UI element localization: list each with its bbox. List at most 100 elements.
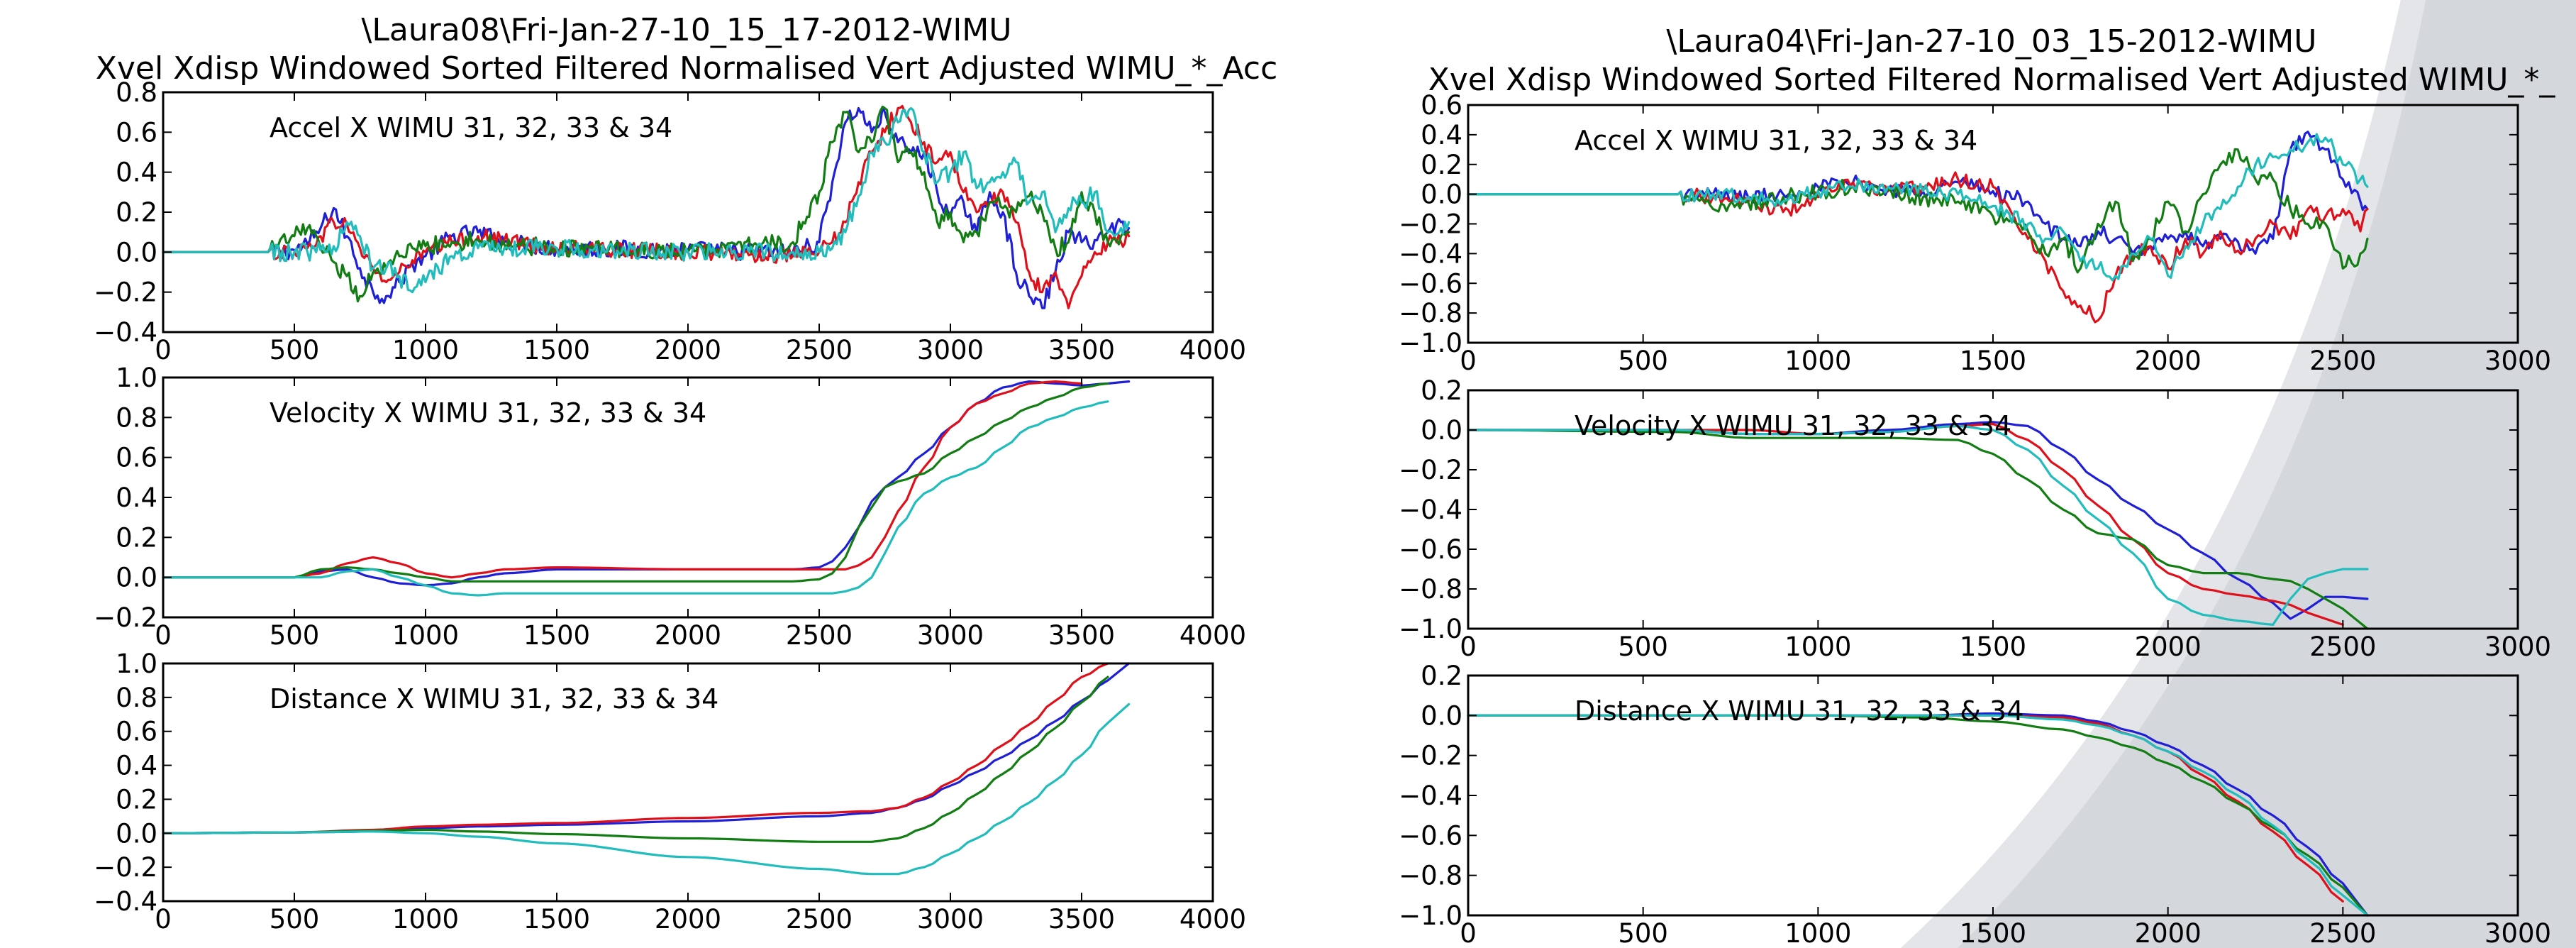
panel-annotation: Velocity X WIMU 31, 32, 33 & 34 [270,397,706,429]
y-tick-label: −1.0 [1399,900,1462,931]
x-tick-label: 2500 [786,620,853,651]
y-tick-label: 0.2 [116,784,157,815]
y-tick-label: 0.4 [116,158,157,188]
x-tick-label: 2500 [786,904,853,935]
x-tick-label: 4000 [1179,335,1246,365]
x-tick-label: 2000 [655,335,721,365]
y-tick-label: 0.2 [116,522,157,553]
x-tick-label: 2500 [786,335,853,365]
y-tick-label: −0.8 [1399,298,1462,329]
y-tick-label: −0.2 [1399,455,1462,485]
x-tick-label: 1000 [1784,346,1851,376]
y-tick-label: 0.2 [1421,150,1462,180]
x-tick-label: 4000 [1179,904,1246,935]
x-tick-label: 1500 [523,335,590,365]
y-tick-label: −0.6 [1399,268,1462,299]
x-tick-label: 3000 [917,904,984,935]
panel-annotation: Distance X WIMU 31, 32, 33 & 34 [270,683,718,715]
series-line-4 [162,400,1109,597]
y-tick-label: 0.2 [116,197,157,228]
y-tick-label: −0.8 [1399,861,1462,891]
x-tick-label: 0 [155,620,172,651]
series-line-4 [1467,424,2369,626]
figure-title-line2: Xvel Xdisp Windowed Sorted Filtered Norm… [96,50,1278,87]
x-tick-label: 500 [270,904,320,935]
x-tick-label: 4000 [1179,620,1246,651]
x-tick-label: 1000 [1784,918,1851,948]
x-tick-label: 3000 [2485,346,2551,376]
x-tick-label: 1500 [1960,346,2026,376]
x-tick-label: 0 [1460,632,1477,662]
figure-left: \Laura08\Fri-Jan-27-10_15_17-2012-WIMU X… [96,12,1278,87]
x-tick-label: 1500 [523,620,590,651]
y-tick-label: 0.6 [116,717,157,747]
x-tick-label: 3000 [917,620,984,651]
x-tick-label: 3000 [2485,918,2551,948]
y-tick-label: −0.2 [1399,741,1462,771]
x-tick-label: 1500 [1960,632,2026,662]
y-tick-label: 0.0 [1421,415,1462,446]
x-tick-label: 2000 [655,620,721,651]
series-line-4 [162,106,1131,294]
figure-title-line2: Xvel Xdisp Windowed Sorted Filtered Norm… [1428,62,2556,98]
series-group [1467,712,2369,917]
y-tick-label: 1.0 [116,363,157,393]
y-tick-label: −0.6 [1399,534,1462,565]
panel-annotation: Distance X WIMU 31, 32, 33 & 34 [1575,695,2023,727]
x-tick-label: 2500 [2309,346,2376,376]
series-line-2 [162,380,1083,579]
y-tick-label: 0.0 [116,818,157,849]
series-group [162,662,1131,876]
series-line-3 [1467,429,2369,630]
y-tick-label: 0.4 [116,483,157,513]
x-tick-label: 1000 [392,904,459,935]
y-tick-label: 0.8 [116,77,157,108]
y-tick-label: −0.4 [1399,495,1462,525]
series-group [162,104,1131,309]
x-tick-label: 500 [1618,632,1668,662]
x-tick-label: 500 [1618,918,1668,948]
background-swoosh-decoration [1901,0,2576,948]
x-tick-label: 0 [1460,346,1477,376]
x-tick-label: 500 [270,620,320,651]
y-tick-label: −0.4 [94,886,157,917]
x-tick-label: 500 [270,335,320,365]
plot-panel: 0 500 1000 1500 2000 2500 3000−1.0−0.8−0.6−0.4… [1399,375,2551,662]
figure-title-line1: \Laura08\Fri-Jan-27-10_15_17-2012-WIMU [362,12,1012,48]
series-line-4 [1467,714,2369,917]
x-tick-label: 1500 [1960,918,2026,948]
series-group [162,380,1131,597]
y-tick-label: 0.8 [116,402,157,433]
y-tick-label: 0.8 [116,683,157,713]
x-tick-label: 2000 [2135,346,2202,376]
x-tick-label: 2000 [2135,918,2202,948]
x-tick-label: 3000 [2485,632,2551,662]
series-line-1 [162,105,1131,309]
y-tick-label: −1.0 [1399,614,1462,644]
x-tick-label: 3500 [1048,904,1115,935]
y-tick-label: −0.2 [94,602,157,633]
panel-annotation: Velocity X WIMU 31, 32, 33 & 34 [1575,410,2011,441]
plot-panel: 0 500 1000 1500 2000 2500 3000−1.0−0.8−0.6−0.4… [1399,90,2551,376]
x-tick-label: 1000 [392,335,459,365]
x-tick-label: 500 [1618,346,1668,376]
plot-panel: 0 500 1000 1500 2000 2500 3000 3500 4000 −0.4−0.2… [94,649,1246,935]
x-tick-label: 1000 [1784,632,1851,662]
x-tick-label: 2500 [2309,632,2376,662]
y-tick-label: 0.2 [1421,661,1462,691]
y-tick-label: 1.0 [116,649,157,679]
x-tick-label: 2000 [655,904,721,935]
series-line-3 [162,382,1109,583]
y-tick-label: −0.2 [1399,209,1462,240]
y-tick-label: −0.2 [94,852,157,883]
x-tick-label: 0 [1460,918,1477,948]
series-line-4 [1467,133,2369,282]
y-tick-label: −1.0 [1399,328,1462,358]
y-tick-label: 0.0 [1421,700,1462,731]
series-group [1467,131,2369,324]
y-tick-label: 0.0 [116,237,157,268]
plot-panels: 0 500 1000 1500 2000 2500 3000 3500 4000−0.4−0.2… [94,77,2551,948]
x-tick-label: 1000 [392,620,459,651]
y-tick-label: −0.2 [94,277,157,308]
